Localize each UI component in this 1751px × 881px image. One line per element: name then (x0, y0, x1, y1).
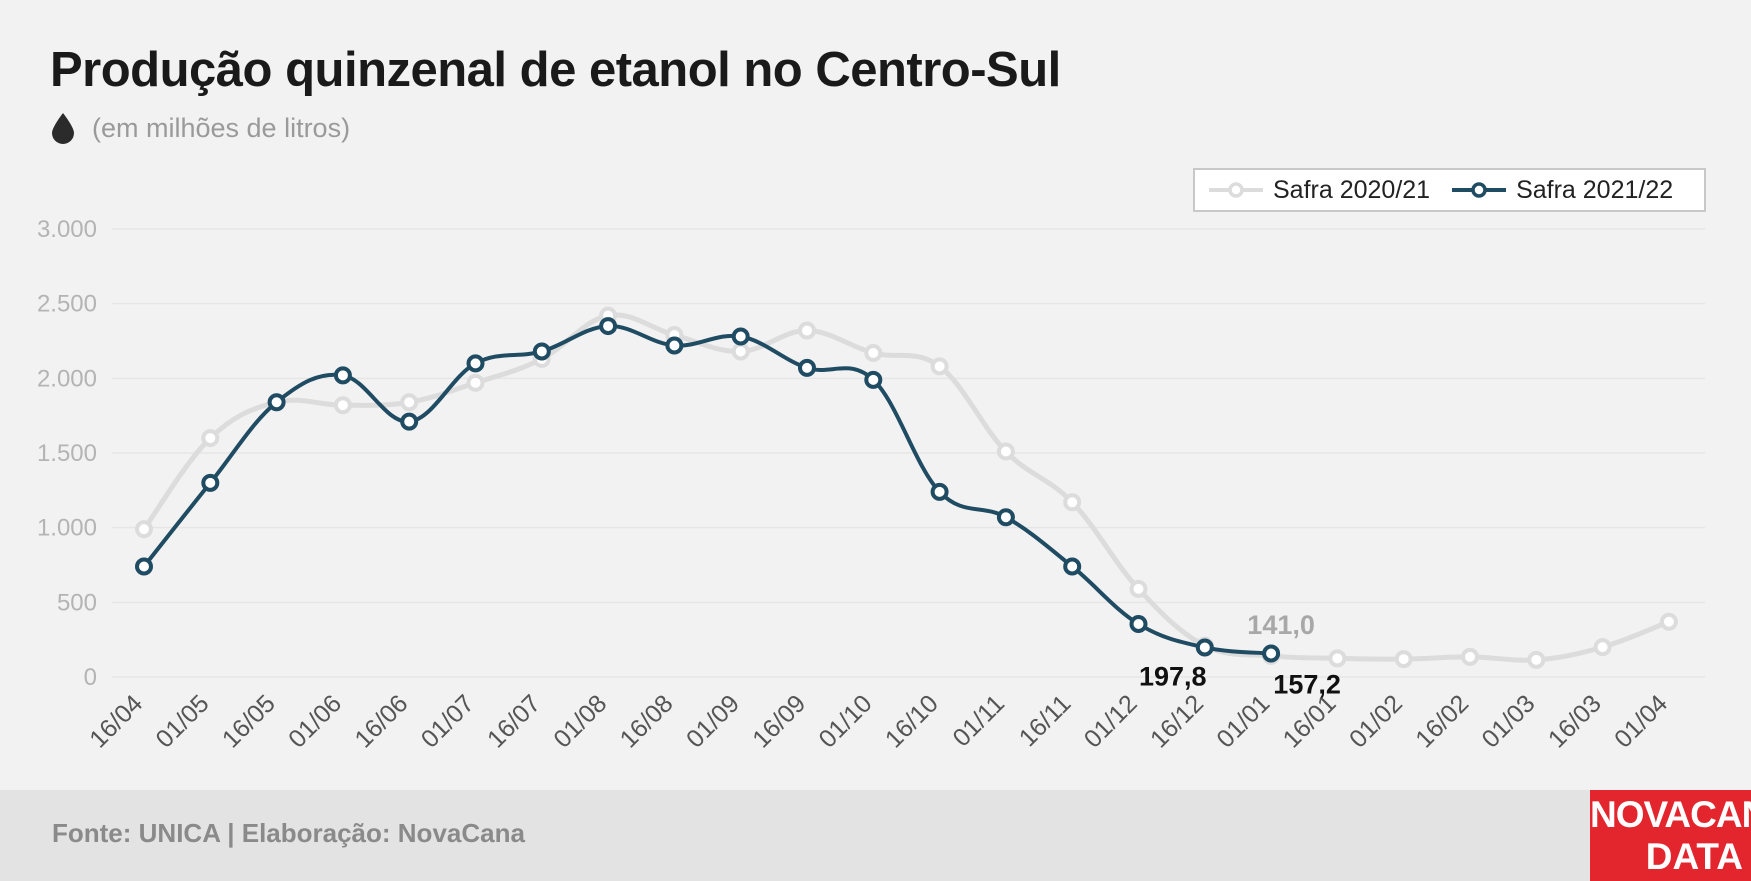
x-tick-label: 16/12 (1145, 689, 1209, 753)
series-2-point (996, 508, 1015, 527)
series-1-point (1659, 612, 1678, 631)
series-2-point (1195, 638, 1214, 657)
legend-marker-series-2 (1452, 182, 1507, 198)
series-1-point (996, 442, 1015, 461)
series-1-point (930, 357, 949, 376)
logo-line-2: DATA (1645, 836, 1743, 877)
x-tick-label: 16/05 (217, 689, 281, 753)
series-2-point (665, 336, 684, 355)
series-1-point (731, 342, 750, 361)
series-1-point (400, 393, 419, 412)
series-1-line (141, 312, 1672, 663)
source-note: Fonte: UNICA | Elaboração: NovaCana (52, 818, 525, 848)
series-group (135, 306, 1678, 669)
series-2-point (864, 370, 883, 389)
x-tick-label: 01/11 (947, 689, 1010, 752)
x-tick-label: 01/09 (681, 689, 745, 753)
series-2-point (201, 473, 220, 492)
x-tick-label: 01/05 (151, 689, 215, 753)
logo-line-1: NOVACANA (1590, 794, 1751, 835)
series-1-point (1527, 650, 1546, 669)
series-1-point (1394, 650, 1413, 669)
x-tick-label: 16/08 (615, 689, 679, 753)
legend-item-series-1: Safra 2020/21 (1207, 176, 1430, 205)
footer-bar: Fonte: UNICA | Elaboração: NovaCana (0, 790, 1751, 881)
legend-item-series-2: Safra 2021/22 (1450, 176, 1673, 205)
legend-marker-series-1 (1209, 182, 1263, 198)
series-1-point (1328, 649, 1347, 668)
series-1-point (798, 321, 816, 340)
x-tick-label: 01/04 (1609, 689, 1673, 753)
series-2-point (1063, 557, 1082, 576)
chart-subtitle: (em milhões de litros) (92, 112, 351, 143)
series-1-point (201, 429, 220, 448)
x-tick-label: 01/01 (1211, 689, 1275, 753)
x-tick-label: 16/03 (1543, 689, 1607, 753)
novacana-data-logo: NOVACANA DATA (1590, 790, 1751, 881)
x-tick-label: 16/02 (1410, 689, 1474, 753)
series-2-point (135, 557, 153, 576)
series-2 (135, 317, 1281, 663)
x-tick-label: 01/07 (416, 689, 480, 753)
series-1-point (135, 520, 153, 539)
series-2-point (267, 393, 286, 412)
series-2-point (599, 317, 618, 336)
x-tick-label: 01/10 (814, 689, 878, 753)
series-2-point (333, 366, 352, 385)
x-tick-label: 16/04 (84, 689, 148, 753)
subtitle-row: (em milhões de litros) (50, 112, 350, 144)
series-1-point (1461, 647, 1479, 666)
series-2-point (930, 482, 949, 501)
series-1 (135, 306, 1678, 669)
data-label: 157,2 (1273, 670, 1341, 700)
y-tick-label: 1.000 (37, 515, 97, 542)
legend-label-series-2: Safra 2021/22 (1516, 175, 1674, 204)
x-tick-label: 16/11 (1014, 689, 1077, 752)
y-tick-label: 500 (57, 589, 97, 616)
series-2-point (532, 342, 551, 361)
x-tick-label: 01/02 (1344, 689, 1408, 753)
series-1-point (1063, 493, 1082, 512)
x-tick-label: 16/07 (482, 689, 546, 753)
series-2-point (1129, 614, 1148, 633)
drop-icon (52, 113, 74, 144)
y-tick-label: 2.000 (37, 365, 97, 392)
series-2-point (466, 354, 485, 373)
series-1-point (1593, 638, 1612, 657)
series-2-point (400, 412, 419, 431)
chart-title: Produção quinzenal de etanol no Centro-S… (50, 43, 1061, 97)
data-label: 197,8 (1139, 661, 1207, 691)
grid-lines (112, 228, 1705, 678)
x-tick-label: 01/03 (1477, 689, 1541, 753)
series-1-point (1129, 579, 1148, 598)
series-2-line (142, 324, 1274, 656)
x-axis-ticks: 16/04 01/05 16/05 01/06 16/06 01/07 16/07 01/08… (84, 689, 1673, 753)
series-1-point (333, 396, 352, 415)
series-1-point (466, 373, 485, 392)
y-tick-label: 2.500 (37, 291, 97, 318)
y-tick-label: 1.500 (37, 440, 97, 467)
x-tick-label: 01/12 (1079, 689, 1143, 753)
series-2-point (731, 327, 750, 346)
y-tick-label: 0 (84, 664, 97, 691)
series-1-point (864, 343, 883, 362)
y-axis-ticks: 0 500 1.000 1.500 2.000 2.500 3.000 (37, 216, 97, 691)
x-tick-label: 16/06 (349, 689, 413, 753)
annotations: 141,0 197,8 157,2 (1139, 610, 1341, 700)
x-tick-label: 16/10 (880, 689, 944, 753)
data-label: 141,0 (1247, 610, 1315, 640)
chart-legend: Safra 2020/21 Safra 2021/22 (1193, 168, 1706, 212)
series-2-point (1262, 644, 1281, 663)
x-tick-label: 16/09 (747, 689, 811, 753)
x-tick-label: 01/08 (548, 689, 612, 753)
x-tick-label: 01/06 (283, 689, 347, 753)
legend-label-series-1: Safra 2020/21 (1273, 175, 1431, 204)
series-2-point (798, 358, 816, 377)
line-chart: 0 500 1.000 1.500 2.000 2.500 3.000 16/04 01/05… (37, 216, 1705, 753)
y-tick-label: 3.000 (37, 216, 97, 243)
